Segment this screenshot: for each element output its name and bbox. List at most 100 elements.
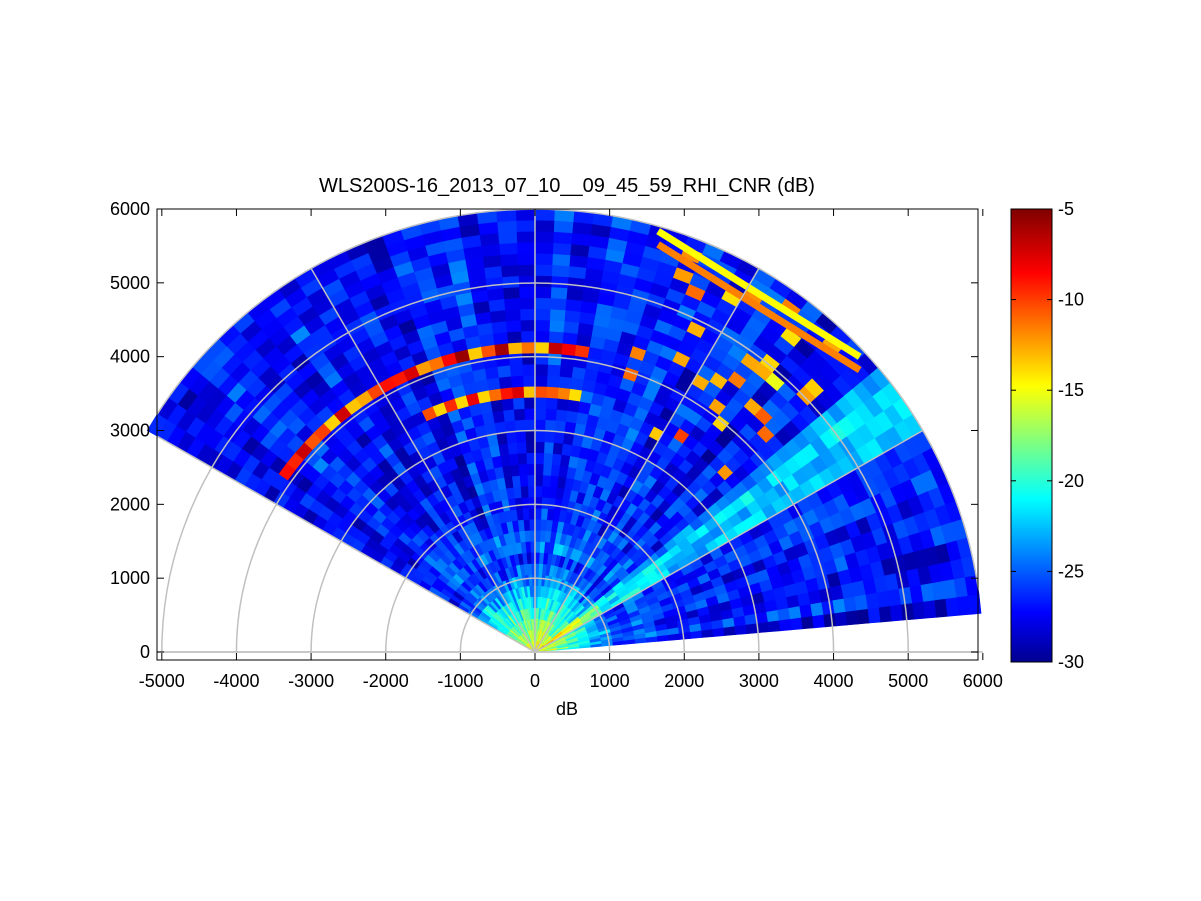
heatmap-cell (502, 408, 515, 422)
heatmap-cell (505, 430, 517, 444)
heatmap-cell (856, 608, 870, 625)
colorbar-tick-label: -25 (1058, 561, 1084, 581)
heatmap-cell (569, 377, 584, 391)
heatmap-cell (534, 474, 544, 487)
x-tick-label: 3000 (739, 671, 779, 691)
heatmap-cell (544, 408, 557, 421)
heatmap-cell (518, 463, 528, 476)
cnr-sector-heatmap (146, 208, 982, 653)
heatmap-cell (534, 396, 547, 409)
heatmap-cell (543, 441, 554, 454)
heatmap-cell (487, 298, 506, 312)
heatmap-cell (534, 252, 553, 266)
heatmap-cell (534, 319, 551, 332)
heatmap-cell (756, 621, 770, 634)
heatmap-cell (511, 386, 525, 399)
heatmap-cell (567, 265, 587, 280)
heatmap-cell (534, 352, 549, 365)
heatmap-cell (823, 612, 837, 628)
heatmap-cell (558, 375, 572, 389)
heatmap-cell (522, 374, 536, 387)
colorbar-tick-label: -20 (1058, 471, 1084, 491)
colorbar-tick-label: -30 (1058, 652, 1084, 672)
heatmap-cell (560, 342, 577, 356)
heatmap-cell (845, 609, 859, 626)
x-tick-label: -1000 (437, 671, 483, 691)
heatmap-cell (534, 441, 545, 454)
heatmap-cell (527, 485, 536, 498)
heatmap-cell (812, 614, 826, 629)
heatmap-cell (534, 341, 550, 354)
heatmap-cell (559, 364, 574, 378)
heatmap-cell (534, 385, 548, 398)
heatmap-cell (552, 442, 564, 455)
heatmap-cell (495, 353, 510, 367)
heatmap-cell (801, 615, 815, 630)
heatmap-cell (514, 419, 526, 432)
heatmap-cell (568, 388, 583, 402)
heatmap-cell (810, 601, 824, 617)
radial-spoke (157, 435, 536, 653)
hard-target-stripe (656, 228, 862, 360)
heatmap-cell (486, 287, 505, 301)
radial-spoke (534, 429, 924, 653)
heatmap-cell (508, 352, 523, 366)
heatmap-cell (534, 452, 545, 465)
heatmap-cell (482, 254, 502, 269)
heatmap-cell (923, 599, 937, 619)
heatmap-cell (486, 377, 501, 391)
colorbar-tick-label: -5 (1058, 199, 1074, 219)
heatmap-cell (571, 366, 586, 380)
heatmap-cell (523, 396, 536, 409)
heatmap-cell (480, 243, 501, 258)
x-tick-label: -2000 (363, 671, 409, 691)
heatmap-cell (529, 529, 536, 542)
heatmap-cell (540, 518, 548, 531)
heatmap-cell (878, 605, 893, 623)
heatmap-cell (534, 297, 551, 310)
heatmap-cell (521, 352, 536, 365)
heatmap-cell (549, 297, 567, 311)
heatmap-cell (867, 606, 882, 624)
heatmap-cell (518, 286, 536, 299)
heatmap-cell (526, 474, 536, 487)
heatmap-cell (565, 287, 584, 301)
x-tick-label: 6000 (963, 671, 1003, 691)
heatmap-cell (912, 601, 926, 620)
heatmap-cell (542, 452, 553, 465)
heatmap-cell (496, 364, 511, 378)
heatmap-cell (516, 441, 527, 454)
heatmap-cell (507, 341, 523, 355)
heatmap-cell (560, 353, 575, 367)
heatmap-cell (534, 507, 542, 520)
heatmap-cell (889, 603, 904, 622)
heatmap-cell (499, 386, 513, 400)
heatmap-cell (534, 230, 554, 243)
radial-spoke (310, 267, 536, 653)
heatmap-cell (534, 496, 543, 509)
heatmap-cell (551, 264, 570, 278)
heatmap-cell (548, 319, 565, 333)
heatmap-cell (534, 241, 554, 255)
heatmap-cell (534, 408, 547, 420)
heatmap-cell (524, 430, 536, 443)
y-axis-ticks: 0 1000 2000 3000 4000 5000 6000 (110, 199, 978, 662)
colorbar: -5 -10 -15 -20 -25 -30 (1010, 199, 1084, 672)
heatmap-cell (538, 552, 545, 565)
colorbar-gradient (1010, 208, 1053, 663)
x-tick-label: -5000 (139, 671, 185, 691)
heatmap-cell (539, 529, 547, 543)
heatmap-cell (524, 419, 536, 432)
heatmap-cell (498, 375, 512, 389)
heatmap-cell (534, 363, 549, 376)
heatmap-cell (548, 486, 558, 499)
heatmap-cell (489, 399, 504, 413)
x-tick-label: 1000 (590, 671, 630, 691)
heatmap-cell (497, 231, 518, 245)
heatmap-cell (528, 518, 536, 531)
heatmap-cell (546, 375, 560, 388)
heatmap-cell (518, 275, 536, 288)
heatmap-cell (515, 208, 536, 221)
heatmap-cell (515, 219, 536, 232)
